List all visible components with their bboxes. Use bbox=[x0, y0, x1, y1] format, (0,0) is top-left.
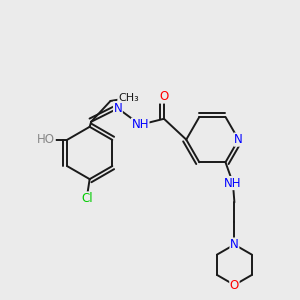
Text: NH: NH bbox=[224, 177, 242, 190]
Text: N: N bbox=[234, 133, 243, 146]
Text: N: N bbox=[113, 102, 122, 115]
Text: O: O bbox=[230, 278, 239, 292]
Text: Cl: Cl bbox=[81, 192, 92, 205]
Text: CH₃: CH₃ bbox=[118, 93, 139, 103]
Text: HO: HO bbox=[37, 134, 55, 146]
Text: NH: NH bbox=[131, 118, 149, 131]
Text: O: O bbox=[159, 90, 169, 103]
Text: N: N bbox=[230, 238, 239, 251]
